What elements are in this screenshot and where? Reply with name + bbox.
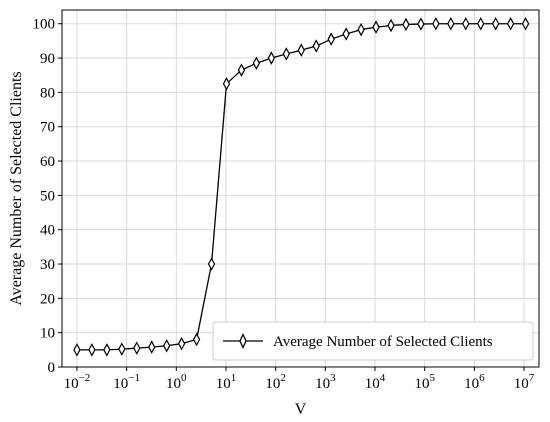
data-point-marker [462,16,470,31]
data-point-marker [297,43,305,57]
data-point-marker [521,16,530,31]
x-tick-label-exponent: 3 [330,372,336,384]
y-tick-label: 50 [40,188,55,204]
data-point-marker [177,336,186,351]
legend-box [212,321,534,361]
y-tick-label: 90 [40,51,55,67]
x-tick-label: 10−1 [113,372,140,392]
data-point-marker [402,17,410,32]
x-tick-label-base: 10 [464,376,479,392]
legend: Average Number of Selected Clients [212,321,534,361]
data-point-marker [237,63,246,77]
x-tick-label-base: 10 [315,376,330,392]
data-point-marker [506,16,515,31]
x-tick-label-base: 10 [265,376,280,392]
data-point-marker [267,51,276,65]
data-point-marker [387,18,395,33]
data-point-marker [432,16,440,31]
data-point-marker [342,27,350,41]
y-axis-label: Average Number of Selected Clients [8,71,25,305]
x-tick-label-exponent: 5 [429,372,435,384]
x-tick-label-base: 10 [365,376,380,392]
x-tick-label-exponent: 6 [479,372,485,384]
grid [62,10,539,368]
y-tick-label: 60 [40,154,55,170]
data-point-marker [133,341,141,355]
data-point-marker [162,338,171,353]
legend-marker [239,332,247,350]
series-layer [73,16,530,357]
x-tick-label: 103 [315,372,336,392]
x-tick-label-exponent: 4 [380,372,386,384]
data-point-marker [312,39,320,53]
data-point-marker [222,77,231,91]
plot-frame [61,9,540,368]
data-point-marker [282,47,290,61]
axes: 10−2 10−1 100 101 102 103 104 105 106 10701020304… [33,17,535,392]
data-point-marker [477,16,485,31]
data-point-marker [118,342,126,356]
data-point-marker [148,340,156,354]
x-tick-label-exponent: −2 [79,372,91,384]
data-point-marker [73,343,81,357]
x-tick-label-base: 10 [216,376,231,392]
data-point-marker [192,332,201,347]
x-tick-label: 105 [414,372,435,392]
x-tick-label-exponent: −1 [128,372,140,384]
x-tick-label-base: 10 [514,376,529,392]
data-point-marker [491,16,500,31]
x-tick-label: 101 [216,372,237,392]
x-tick-label-base: 10 [166,376,181,392]
y-tick-label: 70 [40,120,55,136]
y-tick-label: 40 [40,223,55,239]
y-tick-label: 80 [40,85,55,101]
x-tick-label-base: 10 [64,376,79,392]
y-tick-label: 30 [40,257,55,273]
x-tick-label: 100 [166,372,187,392]
x-tick-label-base: 10 [113,376,128,392]
x-tick-label-base: 10 [414,376,429,392]
data-point-marker [417,17,425,31]
data-point-marker [357,22,365,37]
x-tick-label: 10−2 [64,372,91,392]
x-tick-label-exponent: 1 [231,372,237,384]
x-axis-label: V [295,401,307,418]
data-point-marker [372,20,380,34]
data-point-marker [207,257,216,271]
data-point-marker [447,16,455,31]
x-tick-label-exponent: 7 [529,372,535,384]
data-point-marker [327,32,335,46]
data-point-marker [252,56,261,70]
data-point-marker [88,343,96,357]
x-tick-label: 106 [464,372,485,392]
x-tick-label: 102 [265,372,286,392]
x-tick-label-exponent: 0 [181,372,187,384]
y-tick-label: 0 [48,360,56,376]
x-tick-label: 107 [514,372,535,392]
series-line [76,23,526,351]
x-tick-label: 104 [365,372,386,392]
data-point-marker [103,343,111,357]
y-tick-label: 10 [40,326,55,342]
y-tick-label: 20 [40,291,55,307]
legend-label: Average Number of Selected Clients [273,334,493,350]
x-tick-label-exponent: 2 [280,372,286,384]
y-tick-label: 100 [33,17,56,33]
